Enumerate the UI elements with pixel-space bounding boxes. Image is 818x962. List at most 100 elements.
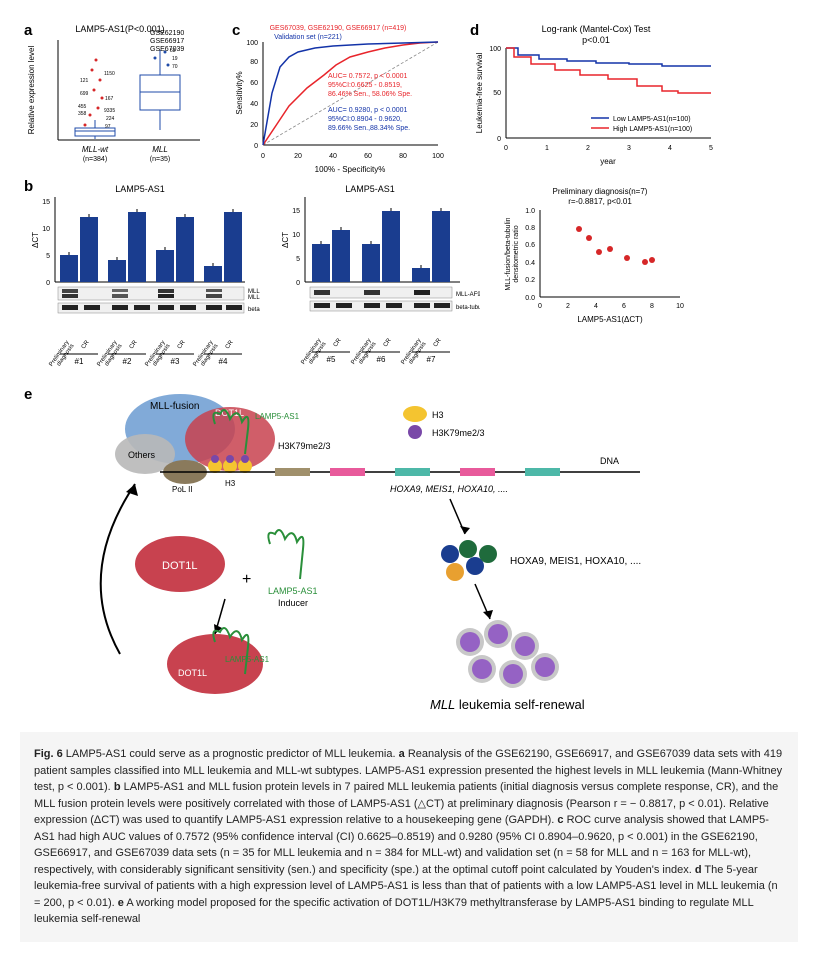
scatter-title: Preliminary diagnosis(n=7) [553, 187, 648, 196]
svg-text:densitometric ratio: densitometric ratio [513, 225, 520, 282]
svg-text:0.2: 0.2 [525, 277, 535, 284]
genes-out-label: HOXA9, MEIS1, HOXA10, .... [510, 556, 641, 567]
svg-text:97: 97 [105, 124, 111, 130]
panel-d-legend-high: High LAMP5-AS1(n=100) [613, 126, 692, 133]
svg-text:50: 50 [493, 90, 501, 97]
panel-b-scatter-wrap: Preliminary diagnosis(n=7) r=-0.8817, p<… [490, 182, 690, 337]
patient-label: #6 [377, 355, 386, 364]
cells-cluster [456, 620, 559, 688]
svg-text:5: 5 [709, 145, 713, 152]
bar [80, 217, 98, 282]
panel-d: d Log-rank (Mantel-Cox) Test p<0.01 0501… [466, 20, 726, 170]
top-panels-row: a LAMP5-AS1(P<0.001) Relative expression… [20, 20, 798, 170]
panel-d-label: d [470, 22, 479, 39]
b-chart1-ylabel: ΔCT [31, 232, 40, 248]
svg-text:15: 15 [292, 208, 300, 215]
svg-text:2: 2 [566, 303, 570, 310]
svg-text:0: 0 [497, 136, 501, 143]
roc-blue-stat-1: AUC= 0.9280, p < 0.0001 [328, 107, 407, 114]
svg-text:15: 15 [42, 199, 50, 206]
panel-c: c GES67039, GSE62190, GSE66917 (n=419) V… [228, 20, 458, 170]
patient-label: #1 [75, 357, 84, 366]
svg-text:0: 0 [538, 303, 542, 310]
figure-container: a LAMP5-AS1(P<0.001) Relative expression… [0, 0, 818, 962]
scatter-subtitle: r=-0.8817, p<0.01 [568, 197, 632, 206]
svg-text:1150: 1150 [104, 71, 115, 77]
lamp5-inducer-label: LAMP5-AS1 [268, 586, 318, 596]
panel-d-title: Log-rank (Mantel-Cox) Test [542, 24, 651, 34]
svg-text:3: 3 [627, 145, 631, 152]
panel-c-title-red: GES67039, GSE62190, GSE66917 (n=419) [270, 25, 407, 32]
panel-b: b LAMP5-AS1 ΔCT 051015 [20, 182, 260, 372]
svg-text:2: 2 [586, 145, 590, 152]
others-label: Others [128, 450, 156, 460]
svg-text:0.6: 0.6 [525, 242, 535, 249]
bar [60, 255, 78, 282]
mll-fusion-label: MLL-fusion [150, 401, 199, 412]
svg-text:MLL: MLL [152, 145, 168, 154]
svg-text:0: 0 [261, 153, 265, 160]
caption-e: A working model proposed for the specifi… [34, 897, 753, 926]
panel-d-ylabel: Leukemia-free survival [475, 53, 484, 134]
bar [176, 217, 194, 282]
panel-a-ylabel: Relative expression level [27, 46, 36, 135]
panel-d-chart: Log-rank (Mantel-Cox) Test p<0.01 050100… [466, 20, 726, 170]
panel-c-chart: GES67039, GSE62190, GSE66917 (n=419) Val… [228, 20, 458, 175]
pol2-label: PoL II [172, 485, 193, 494]
svg-text:40: 40 [329, 153, 337, 160]
bar [312, 244, 330, 282]
b-chart2-ylabel: ΔCT [281, 232, 290, 248]
panel-c-title-blue: Validation set (n=221) [274, 34, 342, 41]
h3k79-label: H3K79me2/3 [278, 441, 331, 451]
svg-text:1: 1 [545, 145, 549, 152]
svg-text:5: 5 [296, 256, 300, 263]
bar [412, 268, 430, 282]
lamp5-top-label: LAMP5-AS1 [255, 412, 300, 421]
svg-text:0: 0 [296, 280, 300, 287]
h3-legend: H3 [432, 410, 444, 420]
blot-label-2: MLL-AF4 [248, 295, 260, 301]
svg-text:224: 224 [106, 116, 115, 122]
svg-text:699: 699 [80, 91, 89, 97]
svg-text:CR: CR [225, 339, 235, 350]
svg-text:CR: CR [333, 337, 343, 348]
panel-d-pvalue: p<0.01 [582, 35, 610, 45]
scatter-xlabel: LAMP5-AS1(ΔCT) [577, 315, 643, 324]
svg-text:455: 455 [78, 104, 87, 110]
svg-text:100: 100 [246, 40, 258, 47]
svg-text:19: 19 [172, 56, 178, 62]
svg-text:4: 4 [594, 303, 598, 310]
roc-red-stat-3: 86.46% Sen., 58.06% Spe. [328, 91, 412, 98]
svg-text:4: 4 [668, 145, 672, 152]
svg-text:20: 20 [294, 153, 302, 160]
roc-red-stat-2: 95%CI:0.6625 - 0.8519, [328, 82, 402, 89]
panel-d-xlabel: year [600, 157, 616, 166]
panel-e: e MLL-fusion Others DOT1L LAMP5-AS1 H3K7… [20, 384, 798, 724]
panel-c-xlabel: 100% - Specificity% [315, 165, 386, 174]
roc-blue-stat-3: 89.66% Sen.,88.34% Spe. [328, 125, 410, 132]
svg-text:10: 10 [42, 226, 50, 233]
roc-red-stat-1: AUC= 0.7572, p < 0.0001 [328, 73, 407, 80]
svg-text:MLL-fusion/beta-tubulin: MLL-fusion/beta-tubulin [505, 217, 512, 290]
patient-label: #2 [123, 357, 132, 366]
fig-title: LAMP5-AS1 could serve as a prognostic pr… [66, 748, 396, 760]
svg-text:5: 5 [46, 253, 50, 260]
dot1l-alone-label: DOT1L [162, 560, 197, 572]
patient-label: #3 [171, 357, 180, 366]
panel-b-chart2: LAMP5-AS1 ΔCT 051015 MLL-AF9 [270, 182, 480, 367]
panel-e-diagram: MLL-fusion Others DOT1L LAMP5-AS1 H3K79m… [20, 384, 780, 724]
svg-text:40: 40 [250, 101, 258, 108]
svg-text:CR: CR [383, 337, 393, 348]
bar [156, 250, 174, 282]
lamp5-bound-label: LAMP5-AS1 [225, 655, 270, 664]
svg-text:121: 121 [80, 78, 89, 84]
svg-text:0: 0 [46, 280, 50, 287]
blot-label-3: beta-tubulin [248, 307, 260, 313]
bar [432, 211, 450, 282]
panel-c-label: c [232, 22, 240, 39]
svg-text:MLL-wt: MLL-wt [82, 145, 109, 154]
bar [128, 212, 146, 282]
self-renewal-label: MLL leukemia self-renewal [430, 697, 585, 712]
svg-text:1.0: 1.0 [525, 208, 535, 215]
bar [362, 244, 380, 282]
